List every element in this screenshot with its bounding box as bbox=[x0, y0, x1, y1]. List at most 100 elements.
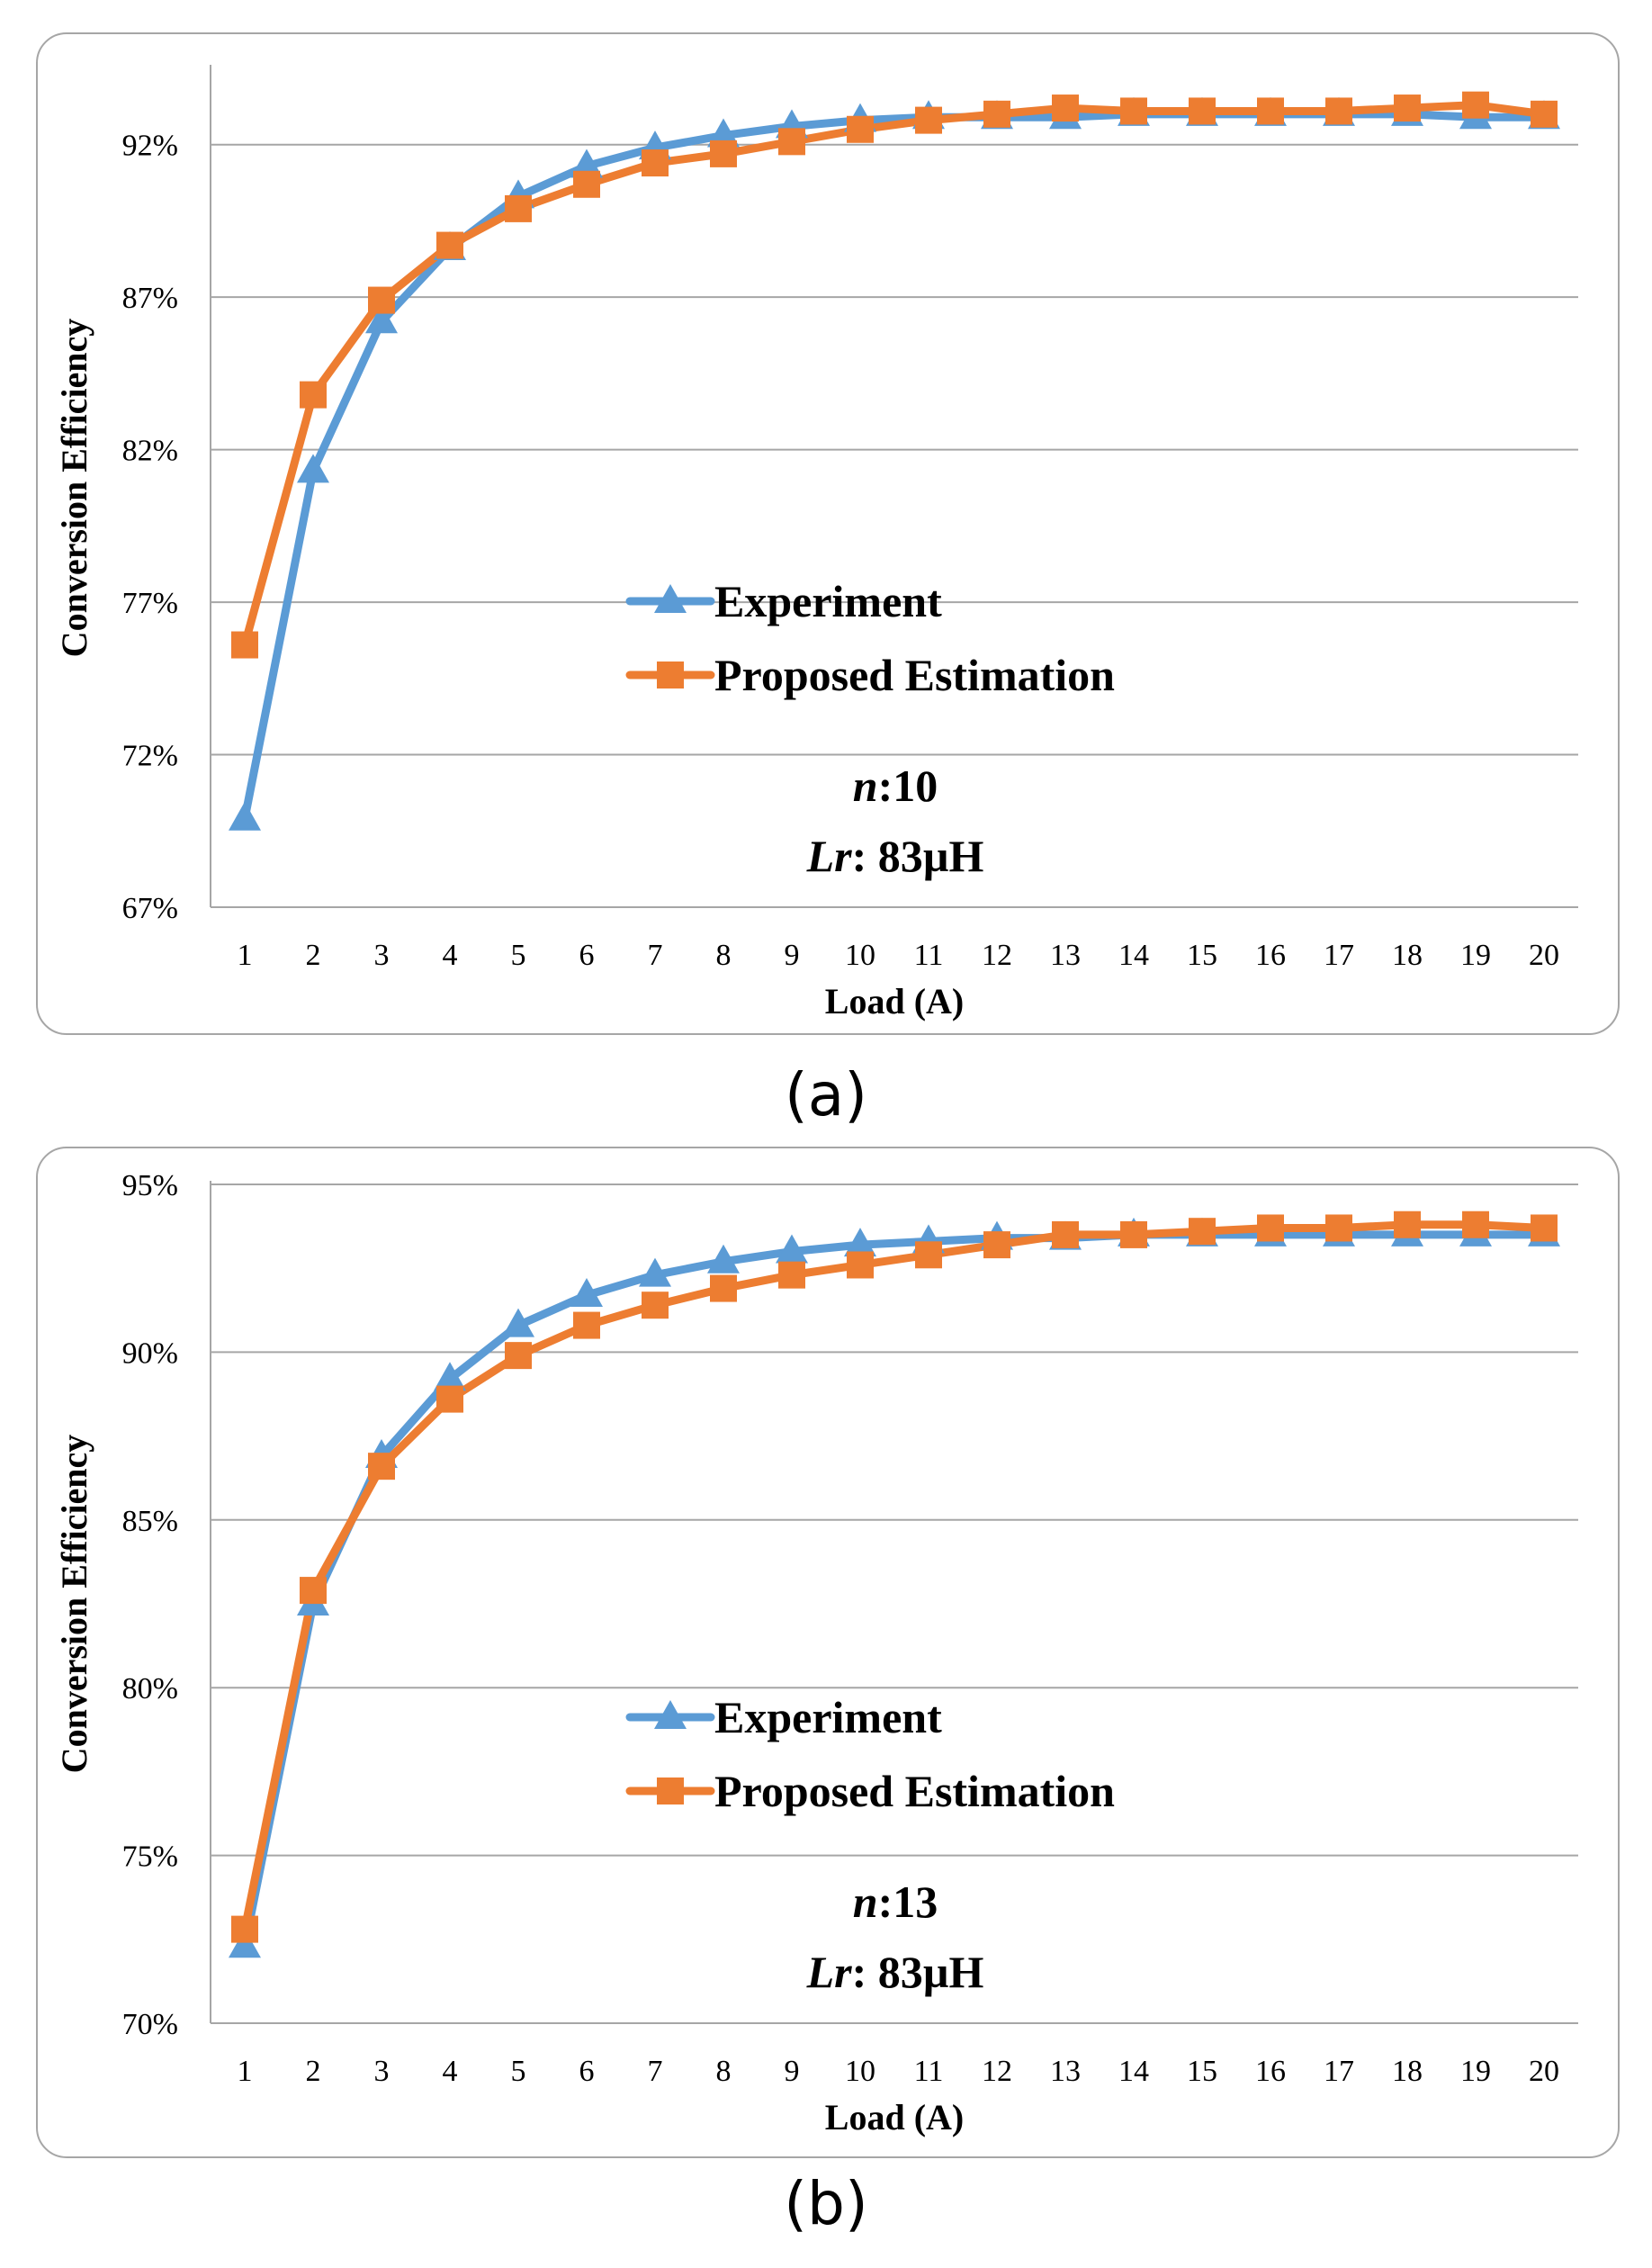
estimation-point bbox=[436, 1385, 463, 1413]
chart-b: 70%75%80%85%90%95%1 2 3 4 5 6 7 8 9 10 11 12 13 14 15 1… bbox=[54, 1169, 1578, 2138]
estimation-point bbox=[1531, 100, 1558, 128]
estimation-point bbox=[1052, 1220, 1079, 1248]
annotation-lr-value: : 83µH bbox=[852, 831, 984, 881]
x-tick-label: 11 bbox=[914, 939, 944, 972]
x-tick-label: 17 bbox=[1324, 2055, 1354, 2088]
estimation-point bbox=[847, 1251, 874, 1279]
x-tick-label: 4 bbox=[443, 939, 458, 972]
series-line-experiment bbox=[240, 1230, 1549, 1950]
experiment-point bbox=[229, 1929, 261, 1958]
legend-marker-triangle bbox=[654, 584, 687, 613]
series-line-estimation bbox=[240, 1220, 1549, 1934]
annotation-turns-ratio: n:10 bbox=[853, 760, 938, 811]
experiment-point bbox=[570, 148, 603, 178]
legend-marker-triangle bbox=[654, 1700, 687, 1729]
x-tick-label: 9 bbox=[785, 939, 800, 972]
y-tick-label: 82% bbox=[122, 435, 178, 468]
annotation-lr-value: : 83µH bbox=[852, 1947, 984, 1997]
estimation-point bbox=[710, 140, 737, 167]
estimation-point bbox=[915, 106, 942, 134]
x-tick-label: 15 bbox=[1187, 2055, 1217, 2088]
x-tick-label: 14 bbox=[1118, 2055, 1149, 2088]
x-tick-label: 2 bbox=[306, 2055, 321, 2088]
x-tick-label: 2 bbox=[306, 939, 321, 972]
estimation-point bbox=[847, 115, 874, 143]
experiment-point bbox=[229, 801, 261, 831]
estimation-point bbox=[778, 128, 805, 156]
y-tick-label: 67% bbox=[122, 892, 178, 925]
estimation-point bbox=[231, 631, 258, 659]
x-axis-title: Load (A) bbox=[825, 2097, 964, 2138]
experiment-point bbox=[434, 1362, 466, 1391]
x-tick-label: 6 bbox=[579, 2055, 595, 2088]
y-tick-label: 80% bbox=[122, 1672, 178, 1706]
y-tick-label: 95% bbox=[122, 1169, 178, 1202]
y-axis-title: Conversion Efficiency bbox=[54, 319, 94, 658]
estimation-point bbox=[1257, 97, 1284, 125]
x-tick-label: 20 bbox=[1529, 2055, 1559, 2088]
x-tick-label: 3 bbox=[374, 939, 390, 972]
x-tick-label: 19 bbox=[1460, 939, 1491, 972]
x-tick-label: 5 bbox=[511, 2055, 526, 2088]
y-tick-label: 85% bbox=[122, 1505, 178, 1538]
chart-a: 67%72%77%82%87%92%1 2 3 4 5 6 7 8 9 10 11 12 13 14 15 1… bbox=[54, 65, 1578, 1022]
estimation-point bbox=[1394, 1210, 1421, 1238]
x-tick-label: 4 bbox=[443, 2055, 458, 2088]
annotation-inductance: Lr: 83µH bbox=[806, 831, 984, 881]
experiment-point bbox=[707, 118, 740, 148]
x-tick-label: 7 bbox=[648, 2055, 663, 2088]
annotation-n-symbol: n bbox=[853, 760, 878, 811]
x-tick-label: 19 bbox=[1460, 2055, 1491, 2088]
y-tick-label: 90% bbox=[122, 1336, 178, 1370]
x-tick-label: 9 bbox=[785, 2055, 800, 2088]
x-tick-label: 7 bbox=[648, 939, 663, 972]
y-tick-label: 87% bbox=[122, 282, 178, 315]
x-tick-label: 11 bbox=[914, 2055, 944, 2088]
x-tick-label: 15 bbox=[1187, 939, 1217, 972]
y-tick-label: 75% bbox=[122, 1840, 178, 1874]
annotation-n-value: :13 bbox=[878, 1876, 938, 1927]
experiment-point bbox=[776, 1234, 808, 1264]
x-axis-title: Load (A) bbox=[825, 981, 964, 1022]
estimation-point bbox=[573, 1311, 600, 1339]
estimation-point bbox=[300, 1577, 327, 1605]
annotation-n-symbol: n bbox=[853, 1876, 878, 1927]
estimation-point bbox=[1120, 1220, 1147, 1248]
x-tick-label: 13 bbox=[1050, 2055, 1081, 2088]
x-tick-label: 18 bbox=[1392, 939, 1423, 972]
experiment-point bbox=[502, 1308, 534, 1337]
estimation-point bbox=[505, 194, 532, 222]
x-tick-label: 17 bbox=[1324, 939, 1354, 972]
x-tick-label: 6 bbox=[579, 939, 595, 972]
x-tick-label: 20 bbox=[1529, 939, 1559, 972]
legend-label: Experiment bbox=[714, 1692, 942, 1742]
estimation-point bbox=[1531, 1214, 1558, 1242]
estimation-point bbox=[1257, 1214, 1284, 1242]
x-tick-label: 1 bbox=[238, 939, 253, 972]
x-tick-label: 12 bbox=[982, 939, 1012, 972]
estimation-point bbox=[505, 1342, 532, 1370]
x-tick-label: 12 bbox=[982, 2055, 1012, 2088]
experiment-point bbox=[844, 1228, 876, 1257]
estimation-point bbox=[710, 1274, 737, 1302]
experiment-point bbox=[570, 1278, 603, 1308]
x-tick-label: 8 bbox=[716, 2055, 732, 2088]
estimation-point bbox=[436, 231, 463, 259]
estimation-point bbox=[1325, 1214, 1352, 1242]
legend-marker-square bbox=[657, 662, 684, 688]
y-axis-title: Conversion Efficiency bbox=[54, 1435, 94, 1774]
annotation-lr-symbol: Lr bbox=[806, 831, 853, 881]
estimation-point bbox=[1394, 94, 1421, 122]
x-tick-label: 10 bbox=[845, 2055, 875, 2088]
x-tick-label: 14 bbox=[1118, 939, 1149, 972]
experiment-point bbox=[639, 1257, 671, 1287]
annotation-inductance: Lr: 83µH bbox=[806, 1947, 984, 1997]
annotation-turns-ratio: n:13 bbox=[853, 1876, 938, 1927]
estimation-point bbox=[983, 100, 1010, 128]
estimation-point bbox=[573, 170, 600, 198]
x-tick-label: 8 bbox=[716, 939, 732, 972]
legend-label: Proposed Estimation bbox=[714, 1766, 1115, 1816]
estimation-point bbox=[1462, 1210, 1489, 1238]
series-line-experiment bbox=[240, 110, 1549, 824]
legend-label: Experiment bbox=[714, 576, 942, 626]
